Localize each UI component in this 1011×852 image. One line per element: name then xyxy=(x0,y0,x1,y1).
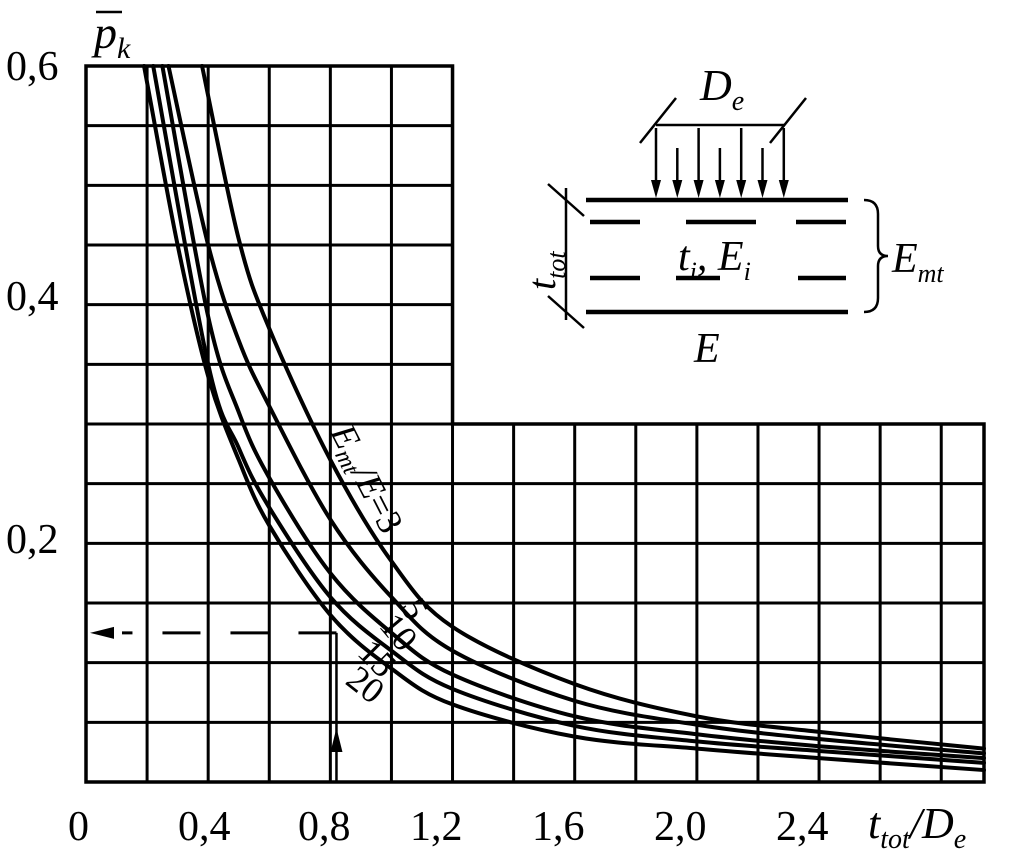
x-tick-6: 2,4 xyxy=(776,804,829,850)
x-tick-1: 0,4 xyxy=(178,804,231,850)
load-arrow-head xyxy=(714,180,725,198)
load-arrow-head xyxy=(757,180,768,198)
inset-layer-label: ti, Ei xyxy=(678,234,751,286)
inset-ttot-label: ttot xyxy=(519,251,571,290)
curves xyxy=(142,64,986,773)
y-axis-title: pk xyxy=(91,7,131,65)
x-tick-4: 1,6 xyxy=(532,804,585,850)
inset-dim-tick-left xyxy=(639,97,677,144)
inset-dim-tick-right xyxy=(769,97,807,144)
plot-border xyxy=(84,64,986,784)
inset-e-label: E xyxy=(693,326,720,372)
inset-de-label: De xyxy=(699,61,744,117)
example-reading xyxy=(90,626,343,782)
grid xyxy=(86,66,984,782)
series-line-3 xyxy=(200,64,986,751)
example-arrow-left xyxy=(90,626,114,639)
x-axis-title: ttot/De xyxy=(868,799,966,852)
x-tick-0: 0 xyxy=(68,804,89,850)
y-tick-2: 0,2 xyxy=(6,517,59,563)
inset-diagram: De ttot ti, Ei Emt E xyxy=(519,61,944,372)
load-arrow-head xyxy=(778,180,789,198)
inset-inner-layers xyxy=(590,219,846,281)
load-arrow-head xyxy=(693,180,704,198)
x-tick-5: 2,0 xyxy=(654,804,707,850)
series-line-10 xyxy=(160,64,986,761)
plot-frame xyxy=(84,64,986,784)
inset-brace xyxy=(863,198,889,314)
series-line-5 xyxy=(166,64,986,756)
inset-emt-label: Emt xyxy=(891,236,944,288)
load-arrows xyxy=(651,128,789,198)
load-arrow-head xyxy=(672,180,683,198)
load-arrow-head xyxy=(736,180,747,198)
series-line-15 xyxy=(151,64,986,765)
y-tick-1: 0,4 xyxy=(6,274,59,320)
series-line-20 xyxy=(142,64,986,773)
example-arrow-up xyxy=(330,728,343,752)
x-tick-3: 1,2 xyxy=(410,804,463,850)
load-arrow-head xyxy=(651,180,661,198)
x-tick-2: 0,8 xyxy=(298,804,351,850)
y-tick-0: 0,6 xyxy=(6,44,59,90)
